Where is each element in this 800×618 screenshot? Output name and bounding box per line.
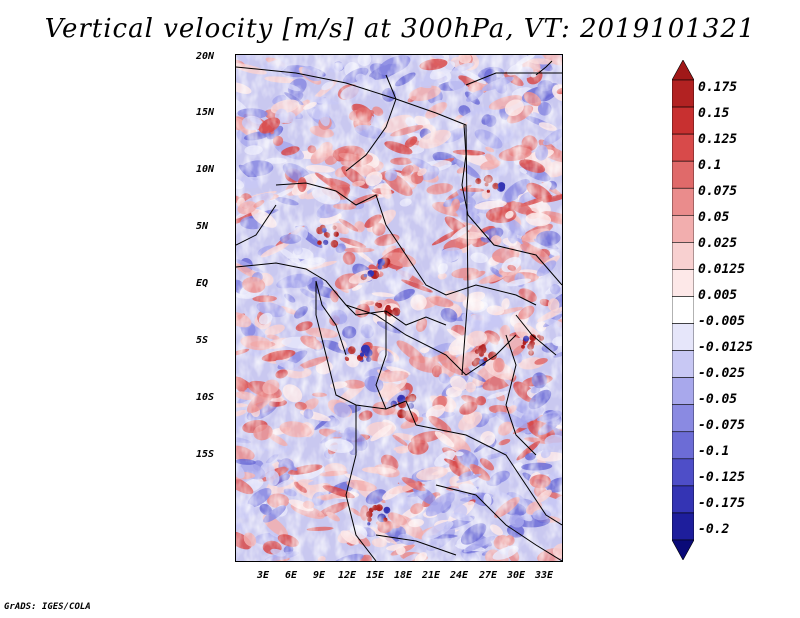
border-line: [275, 182, 537, 306]
border-line: [345, 304, 517, 376]
x-tick-label: 6E: [285, 570, 298, 581]
colorbar-swatch: [672, 404, 694, 433]
colorbar-label: 0.125: [698, 132, 738, 147]
border-line: [315, 281, 417, 426]
chart-title: Vertical velocity [m/s] at 300hPa, VT: 2…: [44, 14, 756, 44]
colorbar-boxes: [672, 60, 694, 560]
colorbar-label: -0.175: [698, 496, 745, 511]
border-line: [345, 405, 377, 561]
colorbar-swatch: [672, 269, 694, 297]
colorbar-swatch: [672, 485, 694, 514]
footer-credit: GrADS: IGES/COLA: [4, 602, 91, 612]
colorbar-label: -0.125: [698, 470, 745, 485]
border-line: [461, 124, 562, 286]
x-tick-label: 3E: [257, 570, 270, 581]
colorbar-swatch: [672, 323, 694, 351]
colorbar-swatch: [672, 160, 694, 189]
x-tick-label: 9E: [313, 570, 326, 581]
x-tick-label: 18E: [394, 570, 413, 581]
colorbar-swatch: [672, 79, 694, 108]
velocity-field-map: [236, 55, 562, 561]
colorbar-label: -0.1: [698, 444, 730, 459]
x-tick-label: 33E: [535, 570, 554, 581]
x-tick-label: 15E: [366, 570, 385, 581]
colorbar-label: 0.005: [698, 288, 738, 303]
y-tick-label: 5N: [196, 221, 209, 232]
border-line: [465, 72, 562, 86]
x-tick-label: 27E: [479, 570, 498, 581]
colorbar-swatch: [672, 539, 694, 560]
colorbar-label: 0.15: [698, 106, 730, 121]
y-tick-label: 15N: [196, 107, 215, 118]
y-tick-label: 5S: [196, 335, 209, 346]
y-tick-label: 10N: [196, 164, 215, 175]
colorbar-label: -0.025: [698, 366, 745, 381]
colorbar-swatch: [672, 242, 694, 270]
colorbar-label: 0.025: [698, 236, 738, 251]
colorbar-swatch: [672, 133, 694, 162]
colorbar-label: -0.005: [698, 314, 745, 329]
border-line: [375, 534, 457, 556]
country-borders: [236, 60, 562, 561]
colorbar-swatch: [672, 296, 694, 324]
colorbar-swatch: [672, 458, 694, 487]
x-tick-label: 21E: [422, 570, 441, 581]
fine-structure-texture: [236, 55, 562, 561]
border-line: [345, 74, 397, 172]
colorbar-swatch: [672, 512, 694, 541]
border-line: [505, 334, 537, 456]
colorbar-swatch: [672, 187, 694, 216]
border-line: [435, 484, 562, 561]
border-line: [375, 311, 387, 410]
colorbar-swatch: [672, 106, 694, 135]
colorbar-swatch: [672, 350, 694, 378]
coastline: [535, 60, 553, 76]
y-tick-label: 20N: [196, 51, 215, 62]
colorbar-swatch: [672, 214, 694, 243]
y-tick-label: 15S: [196, 449, 215, 460]
x-tick-label: 24E: [450, 570, 469, 581]
colorbar-swatch: [672, 431, 694, 460]
border-line: [415, 424, 562, 526]
colorbar-swatch: [672, 377, 694, 406]
colorbar-label: 0.175: [698, 80, 738, 95]
colorbar-label: -0.075: [698, 418, 745, 433]
y-tick-label: 10S: [196, 392, 215, 403]
coastline: [515, 314, 557, 356]
colorbar: [672, 60, 694, 560]
colorbar-label: 0.1: [698, 158, 722, 173]
colorbar-label: 0.0125: [698, 262, 745, 277]
colorbar-label: 0.075: [698, 184, 738, 199]
colorbar-label: 0.05: [698, 210, 730, 225]
colorbar-label: -0.2: [698, 522, 730, 537]
colorbar-label: -0.0125: [698, 340, 753, 355]
x-tick-label: 12E: [338, 570, 357, 581]
border-line: [236, 262, 447, 326]
x-tick-label: 30E: [507, 570, 526, 581]
colorbar-swatch: [672, 60, 694, 81]
coastline: [315, 280, 347, 356]
border-line: [236, 66, 469, 376]
map-panel: [235, 54, 563, 562]
colorbar-label: -0.05: [698, 392, 738, 407]
coastline: [236, 204, 277, 246]
y-tick-label: EQ: [196, 278, 209, 289]
